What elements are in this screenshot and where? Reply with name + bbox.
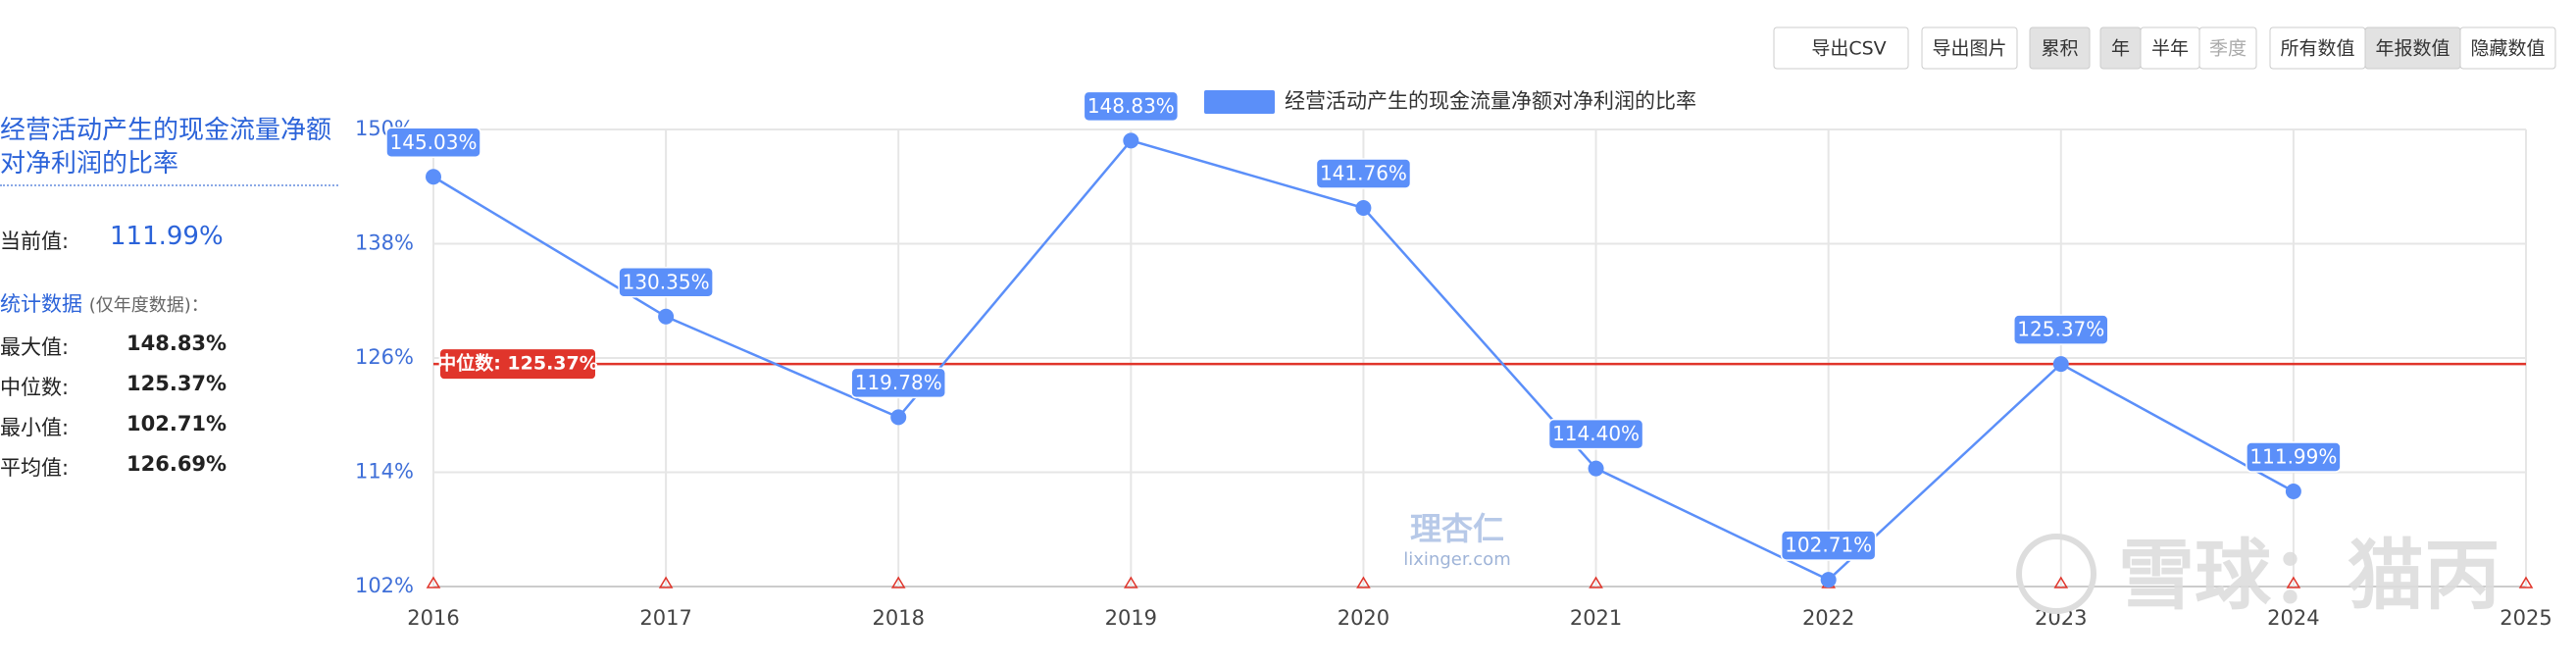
data-label: 145.03%: [390, 130, 478, 154]
x-tick-label: 2018: [872, 606, 924, 630]
stats-note: (仅年度数据)：: [88, 295, 209, 316]
toolbar-button[interactable]: [2198, 26, 2257, 70]
toolbar-button-label[interactable]: 隐藏数值: [2470, 38, 2545, 60]
x-tick-label: 2016: [407, 606, 459, 630]
data-label: 114.40%: [1552, 422, 1640, 445]
stat-value: 126.69%: [126, 452, 227, 476]
axis-marker: [2518, 576, 2534, 588]
data-label-box: [1780, 530, 1877, 561]
sidebar-title: 经营活动产生的现金流量净额对净利润的比率: [0, 114, 338, 186]
data-point: [1123, 132, 1139, 149]
x-tick-label: 2019: [1105, 606, 1157, 630]
toolbar-button[interactable]: [2029, 26, 2091, 70]
current-value: 111.99%: [110, 222, 224, 251]
sidebar: 经营活动产生的现金流量净额对净利润的比率 当前值: 111.99% 统计数据 (…: [0, 114, 338, 480]
stat-label: 平均值:: [0, 456, 70, 480]
data-label: 119.78%: [855, 371, 942, 394]
stats-title: 统计数据: [0, 292, 82, 316]
stat-label: 最小值:: [0, 416, 70, 439]
legend-label: 经营活动产生的现金流量净额对净利润的比率: [1285, 89, 1696, 113]
axis-marker: [658, 576, 674, 588]
y-tick-label: 102%: [355, 574, 414, 597]
data-label-box: [1315, 158, 1412, 189]
data-label-box: [2013, 314, 2109, 345]
data-label: 148.83%: [1087, 94, 1175, 118]
toolbar-button-label[interactable]: 年报数值: [2375, 38, 2450, 60]
data-label-box: [2246, 441, 2342, 473]
toolbar-button-label[interactable]: 所有数值: [2280, 38, 2354, 60]
toolbar-button-label[interactable]: 累积: [2041, 38, 2078, 60]
data-label-box: [385, 127, 481, 159]
axis-marker: [426, 576, 441, 588]
legend-swatch: [1204, 90, 1275, 114]
data-label-box: [618, 267, 714, 298]
data-point: [890, 409, 907, 426]
axis-marker: [890, 576, 906, 588]
data-point: [658, 308, 675, 325]
axis-marker: [1356, 576, 1371, 588]
data-point: [426, 169, 441, 185]
data-label-box: [1547, 418, 1644, 450]
y-tick-label: 114%: [355, 460, 414, 484]
median-label: 中位数: 125.37%: [437, 352, 598, 375]
data-label-box: [1083, 90, 1180, 123]
axis-marker: [2286, 576, 2301, 588]
toolbar-button[interactable]: [1773, 26, 1909, 70]
toolbar-button-label[interactable]: 导出图片: [1932, 38, 2006, 60]
stats-header: 统计数据 (仅年度数据)：: [0, 288, 209, 318]
watermark: lixinger.com: [1403, 549, 1510, 570]
data-point: [1588, 460, 1604, 477]
axis-marker: [2053, 576, 2069, 588]
data-label: 102.71%: [1785, 534, 1872, 557]
toolbar-button[interactable]: [2459, 26, 2556, 70]
current-label: 当前值:: [0, 230, 70, 253]
toolbar-button-label[interactable]: 半年: [2151, 38, 2189, 60]
axis-marker: [1589, 576, 1603, 588]
y-tick-label: 126%: [355, 345, 414, 369]
x-tick-label: 2017: [639, 606, 691, 630]
x-tick-label: 2021: [1570, 606, 1622, 630]
watermark-logo: [2016, 534, 2096, 614]
toolbar-button-label[interactable]: 季度: [2209, 38, 2247, 60]
data-label: 111.99%: [2249, 445, 2337, 469]
median-label-box: [440, 349, 595, 380]
toolbar-button[interactable]: [1921, 26, 2018, 70]
data-label: 125.37%: [2017, 318, 2104, 341]
data-point: [1820, 572, 1837, 588]
stat-label: 最大值:: [0, 335, 70, 359]
axis-marker: [1124, 576, 1138, 588]
data-label-box: [850, 367, 946, 399]
watermark: 理杏仁: [1410, 510, 1504, 547]
stat-value: 125.37%: [126, 372, 227, 395]
data-point: [1355, 199, 1372, 216]
data-point: [2052, 356, 2069, 373]
data-point: [2285, 484, 2301, 500]
stat-value: 148.83%: [126, 332, 227, 355]
x-tick-label: 2020: [1338, 606, 1389, 630]
data-label: 141.76%: [1320, 161, 1407, 184]
y-tick-label: 138%: [355, 231, 414, 255]
toolbar-button-label[interactable]: 导出CSV: [1811, 38, 1886, 60]
x-tick-label: 2024: [2267, 606, 2319, 630]
x-tick-label: 2022: [1802, 606, 1854, 630]
watermark: 雪球：猫丙: [2118, 532, 2500, 620]
data-label: 130.35%: [623, 270, 710, 293]
toolbar-button-label[interactable]: 年: [2111, 38, 2130, 60]
stat-value: 102.71%: [126, 412, 227, 435]
x-tick-label: 2025: [2500, 606, 2551, 630]
stat-label: 中位数:: [0, 376, 70, 399]
